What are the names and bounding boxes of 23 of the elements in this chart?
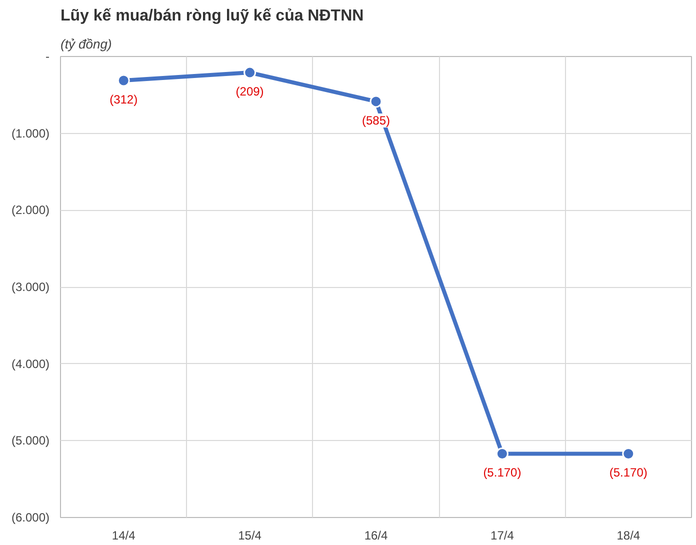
point bbox=[244, 66, 256, 79]
x-tick-label: 18/4 bbox=[616, 528, 640, 542]
y-tick-label: (6.000) bbox=[11, 510, 50, 524]
data-label: (209) bbox=[236, 84, 264, 99]
chart-title: Lũy kế mua/bán ròng luỹ kế của NĐTNN bbox=[60, 8, 364, 24]
x-tick-label: 17/4 bbox=[490, 528, 514, 542]
y-tick-label: (4.000) bbox=[11, 356, 50, 371]
y-tick-label: (3.000) bbox=[11, 280, 50, 294]
y-tick-label: (5.000) bbox=[11, 434, 50, 448]
x-tick-label: 14/4 bbox=[112, 528, 136, 542]
data-label: (585) bbox=[362, 113, 390, 128]
chart-subtitle: (tỷ đồng) bbox=[60, 36, 112, 52]
data-label: (312) bbox=[110, 92, 138, 106]
y-tick-label: (2.000) bbox=[11, 203, 50, 218]
y-tick-label: - bbox=[46, 50, 50, 64]
y-tick-label: (1.000) bbox=[11, 126, 50, 140]
point bbox=[370, 95, 382, 108]
x-tick-label: 16/4 bbox=[364, 528, 388, 542]
x-tick-label: 15/4 bbox=[238, 528, 262, 542]
point bbox=[117, 74, 130, 87]
data-label: (5.170) bbox=[609, 466, 648, 480]
data-label: (5.170) bbox=[483, 466, 522, 480]
point bbox=[496, 447, 508, 460]
